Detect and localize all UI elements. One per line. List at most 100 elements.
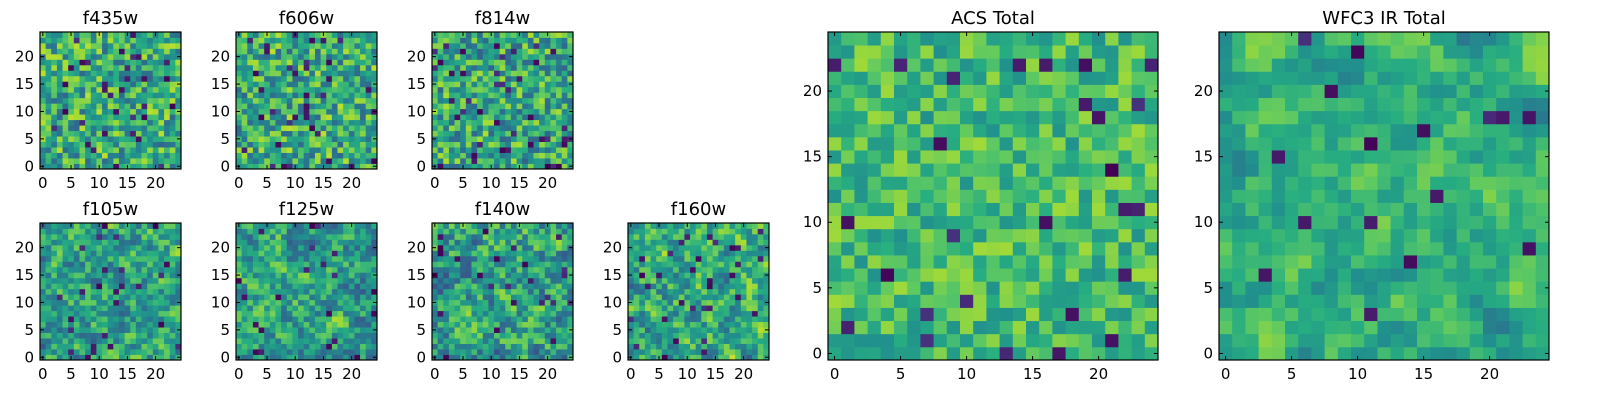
heatmap-cell xyxy=(247,327,254,333)
heatmap-cell xyxy=(269,152,276,159)
heatmap-cell xyxy=(152,310,159,317)
heatmap-cell xyxy=(62,223,69,229)
heatmap-cell xyxy=(499,81,506,88)
heatmap-cell xyxy=(684,310,691,317)
heatmap-cell xyxy=(175,261,182,268)
heatmap-cell xyxy=(690,343,697,350)
heatmap-cell xyxy=(763,288,770,295)
heatmap-cell xyxy=(1065,268,1080,282)
heatmap-cell xyxy=(650,244,657,251)
heatmap-cell xyxy=(639,332,646,339)
heatmap-cell xyxy=(550,86,557,93)
heatmap-cell xyxy=(661,244,668,251)
heatmap-cell xyxy=(124,152,131,159)
heatmap-cell xyxy=(544,53,551,60)
heatmap-cell xyxy=(735,255,742,262)
heatmap-cell xyxy=(45,310,52,317)
heatmap-cell xyxy=(723,321,730,328)
heatmap-cell xyxy=(241,119,248,126)
heatmap-cell xyxy=(448,64,455,71)
heatmap-cell xyxy=(258,255,265,262)
heatmap-cell xyxy=(488,141,495,148)
heatmap-cell xyxy=(286,288,293,295)
heatmap-cell xyxy=(488,64,495,71)
heatmap-cell xyxy=(96,53,103,60)
heatmap-cell xyxy=(1052,333,1066,348)
heatmap-cell xyxy=(437,239,444,246)
heatmap-cell xyxy=(152,283,159,290)
heatmap-cell xyxy=(79,294,86,301)
heatmap-cell xyxy=(454,152,461,159)
heatmap-cell xyxy=(314,294,321,301)
heatmap-cell xyxy=(56,97,63,104)
heatmap-cell xyxy=(1065,228,1080,243)
heatmap-cell xyxy=(567,316,574,323)
heatmap-cell xyxy=(331,266,338,273)
heatmap-cell xyxy=(488,294,495,301)
heatmap-cell xyxy=(1078,333,1093,348)
heatmap-cell xyxy=(56,119,63,126)
heatmap-cell xyxy=(348,158,355,164)
heatmap-cell xyxy=(746,223,753,229)
heatmap-cell xyxy=(1144,176,1159,190)
heatmap-cell xyxy=(141,316,148,323)
heatmap-cell xyxy=(73,239,80,246)
heatmap-cell xyxy=(85,233,92,240)
heatmap-cell xyxy=(695,349,702,355)
heatmap-cell xyxy=(448,86,455,93)
heatmap-cell xyxy=(158,244,165,251)
heatmap-cell xyxy=(718,343,725,350)
heatmap-cell xyxy=(113,70,120,77)
heatmap-cell xyxy=(130,294,137,301)
heatmap-cell xyxy=(68,48,75,55)
heatmap-cell xyxy=(164,244,171,251)
heatmap-cell xyxy=(516,310,523,317)
heatmap-cell xyxy=(152,228,159,235)
heatmap-cell xyxy=(348,48,355,55)
heatmap-cell xyxy=(247,310,254,317)
heatmap-cell xyxy=(56,310,63,317)
heatmap-cell xyxy=(286,343,293,350)
heatmap-cell xyxy=(79,288,86,295)
heatmap-cell xyxy=(494,233,501,240)
heatmap-cell xyxy=(437,354,444,361)
heatmap-cell xyxy=(471,223,478,229)
heatmap-cell xyxy=(533,288,540,295)
heatmap-cell xyxy=(644,244,651,251)
heatmap-cell xyxy=(275,305,282,312)
heatmap-cell xyxy=(650,288,657,295)
heatmap-cell xyxy=(79,92,86,99)
heatmap-cell xyxy=(533,272,540,279)
heatmap-cell xyxy=(258,92,265,99)
heatmap-cell xyxy=(175,59,182,66)
heatmap-cell xyxy=(169,277,176,284)
heatmap-cell xyxy=(477,136,484,142)
heatmap-cell xyxy=(448,255,455,262)
heatmap-cell xyxy=(556,233,563,240)
heatmap-cell xyxy=(644,233,651,240)
heatmap-cell xyxy=(96,327,103,333)
heatmap-cell xyxy=(90,136,97,142)
heatmap-cell xyxy=(73,310,80,317)
heatmap-cell xyxy=(343,244,350,251)
heatmap-cell xyxy=(40,147,47,153)
heatmap-cell xyxy=(684,332,691,339)
heatmap-cell xyxy=(494,37,501,44)
heatmap-cell xyxy=(281,158,288,164)
heatmap-cell xyxy=(102,277,109,284)
heatmap-cell xyxy=(79,136,86,142)
heatmap-cell xyxy=(309,310,316,317)
heatmap-cell xyxy=(79,103,86,110)
heatmap-cell xyxy=(482,70,489,77)
heatmap-cell xyxy=(107,92,114,99)
heatmap-cell xyxy=(477,37,484,44)
heatmap-cell xyxy=(68,338,75,344)
heatmap-cell xyxy=(269,70,276,77)
heatmap-cell xyxy=(252,310,259,317)
heatmap-cell xyxy=(354,130,361,137)
heatmap-cell xyxy=(1065,294,1080,308)
heatmap-cell xyxy=(471,299,478,306)
heatmap-cell xyxy=(40,59,47,66)
heatmap-cell xyxy=(690,272,697,279)
heatmap-cell xyxy=(1144,307,1159,322)
